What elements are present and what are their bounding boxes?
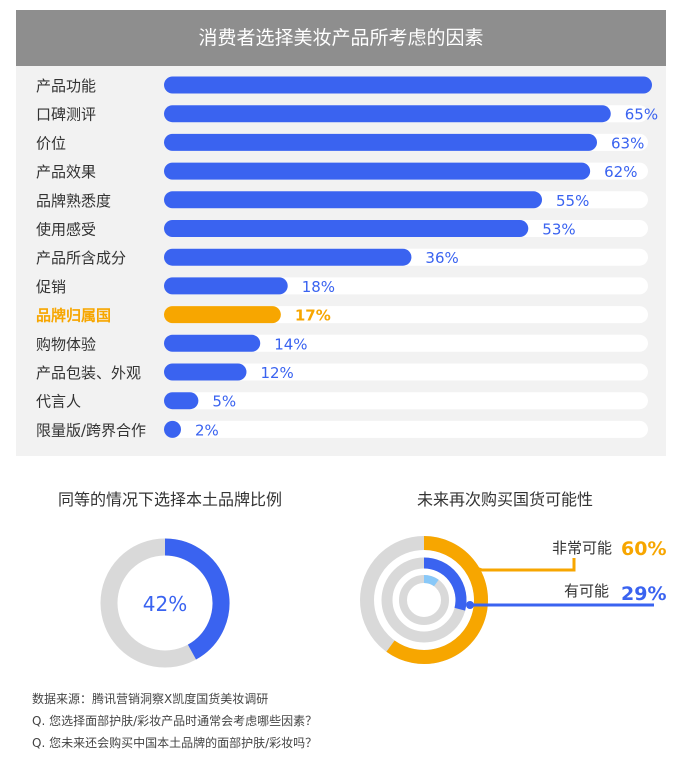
category-label: 产品所含成分 [36,249,126,267]
factors-chart-panel: 消费者选择美妆产品所考虑的因素 产品功能71%口碑测评65%价位63%产品效果6… [16,10,666,456]
bar [164,248,412,266]
inner-ring-track [399,575,449,625]
bar-track [164,392,648,410]
value-label: 5% [212,393,236,411]
value-label: 18% [302,278,335,296]
bar [164,363,247,381]
bar [164,306,281,324]
outer-ring-slice [386,536,488,664]
category-label: 购物体验 [36,335,96,353]
bar-track [164,334,648,352]
legend-label-likely: 有可能 [564,582,609,600]
legend-value-very-likely: 60% [621,538,666,560]
survey-question-1: Q. 您选择面部护肤/彩妆产品时通常会考虑哪些因素？ [32,714,318,728]
survey-question-2: Q. 您未来还会购买中国本土品牌的面部护肤/彩妆吗？ [32,736,318,750]
bar-track [164,306,648,324]
category-label: 限量版/跨界合作 [36,421,146,439]
category-label: 品牌归属国 [36,307,111,325]
bar [164,105,611,123]
category-label: 促销 [36,278,66,296]
factors-bar-chart: 产品功能71%口碑测评65%价位63%产品效果62%品牌熟悉度55%使用感受53… [36,76,658,439]
middle-ring-slice [423,557,467,611]
bar [164,277,288,295]
donut-slice [164,538,230,660]
category-label: 品牌熟悉度 [36,192,111,210]
outer-leader-line [467,558,576,572]
donut-value-label: 42% [143,592,187,616]
legend-value-likely: 29% [621,583,666,605]
category-label: 使用感受 [36,221,96,239]
bar [164,392,199,410]
value-label: 36% [425,249,458,267]
category-label: 口碑测评 [36,106,96,124]
bar [164,334,261,352]
value-label: 53% [542,221,575,239]
category-label: 产品功能 [36,77,96,95]
bar [164,76,652,94]
inner-ring-slice [423,575,439,587]
value-label: 65% [625,106,658,124]
legend-label-very-likely: 非常可能 [552,539,612,557]
repurchase-likelihood-title: 未来再次购买国货可能性 [416,490,593,509]
local-brand-ratio-donut: 42% [100,538,230,668]
value-label: 2% [195,421,219,439]
category-label: 代言人 [36,393,81,411]
data-source-note: 数据来源：腾讯营销洞察X凯度国货美妆调研 [32,692,269,706]
factors-chart-title: 消费者选择美妆产品所考虑的因素 [16,10,666,66]
value-label: 62% [604,163,637,181]
bar-track [164,363,648,381]
value-label: 55% [556,192,589,210]
bar [164,420,181,438]
bar [164,220,529,237]
category-label: 产品包装、外观 [36,364,141,382]
bar-track [164,420,648,438]
value-label: 14% [274,335,307,353]
value-label: 63% [611,134,644,152]
bar [164,162,591,180]
value-label: 17% [295,307,331,325]
repurchase-likelihood-donut: 非常可能 60% 有可能 29% [360,536,666,664]
category-label: 价位 [36,134,66,152]
bar [164,133,598,151]
value-label: 12% [260,364,293,382]
bar [164,191,543,209]
category-label: 产品效果 [36,163,96,181]
local-brand-ratio-title: 同等的情况下选择本土品牌比例 [57,490,282,509]
